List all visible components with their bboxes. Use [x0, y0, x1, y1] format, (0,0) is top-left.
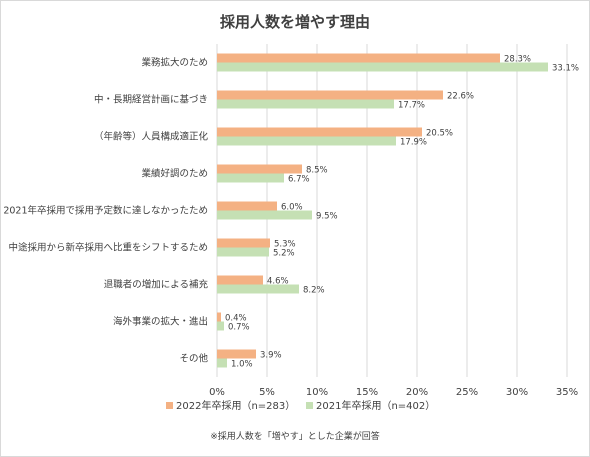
data-label: 28.3% [504, 55, 531, 65]
bar [217, 210, 312, 220]
bar [217, 284, 299, 294]
data-label: 9.5% [316, 212, 338, 222]
legend-label: 2022年卒採用（n=283） [176, 399, 295, 412]
x-tick-label: 25% [456, 387, 478, 398]
legend-swatch [306, 402, 313, 409]
bar [217, 275, 263, 285]
chart-title: 採用人数を増やす理由 [219, 13, 370, 31]
bar [217, 62, 548, 72]
data-label: 0.7% [228, 323, 250, 333]
category-label: （年齢等）人員構成適正化 [94, 131, 209, 143]
x-tick-label: 15% [356, 387, 378, 398]
bar [217, 349, 256, 359]
bar [217, 201, 277, 211]
data-label: 8.5% [306, 166, 328, 176]
data-label: 1.0% [231, 360, 253, 370]
category-label: 2021年卒採用で採用予定数に達しなかったため [3, 205, 208, 217]
data-label: 17.9% [400, 138, 427, 148]
bar [217, 90, 443, 100]
data-label: 22.6% [447, 92, 474, 102]
footnote: ※採用人数を「増やす」とした企業が回答 [210, 432, 380, 442]
data-labels: 28.3% 33.1% 22.6% 17.7% 20.5%17.9% 8.5%6.7% 6.… [225, 55, 579, 370]
data-label: 6.7% [288, 175, 310, 185]
bar [217, 312, 221, 322]
data-label: 6.0% [281, 203, 303, 213]
x-tick-label: 35% [556, 387, 578, 398]
x-tick-label: 30% [506, 387, 528, 398]
category-label: 業務拡大のため [141, 57, 208, 69]
category-label: 中・長期経営計画に基づき [94, 94, 208, 106]
category-label: 中途採用から新卒採用へ比重をシフトするため [8, 242, 208, 254]
x-tick-label: 0% [209, 387, 225, 398]
bars [217, 53, 548, 368]
bar [217, 99, 394, 109]
x-axis-ticks: 0% 5% 10% 15% 20% 25% 30% 35% [209, 387, 578, 398]
bar [217, 238, 270, 248]
legend: 2022年卒採用（n=283） 2021年卒採用（n=402） [166, 399, 435, 412]
x-tick-label: 5% [259, 387, 275, 398]
data-label: 33.1% [552, 64, 579, 74]
bar [217, 247, 269, 257]
data-label: 17.7% [398, 101, 425, 111]
data-label: 5.3% [274, 240, 296, 250]
category-label: 退職者の増加による補充 [104, 279, 209, 291]
bar [217, 321, 224, 331]
x-tick-label: 10% [306, 387, 328, 398]
data-label: 20.5% [426, 129, 453, 139]
data-label: 5.2% [273, 249, 295, 259]
category-label: その他 [179, 353, 208, 365]
category-label: 海外事業の拡大・進出 [113, 316, 208, 328]
bar [217, 173, 284, 183]
bar [217, 127, 422, 137]
legend-label: 2021年卒採用（n=402） [316, 399, 435, 412]
data-label: 8.2% [303, 286, 325, 296]
x-tick-label: 20% [406, 387, 428, 398]
bar [217, 358, 227, 368]
data-label: 4.6% [267, 277, 289, 287]
category-label: 業績好調のため [141, 168, 208, 180]
legend-swatch [166, 402, 173, 409]
data-label: 3.9% [260, 351, 282, 361]
bar [217, 164, 302, 174]
data-label: 0.4% [225, 314, 247, 324]
bar [217, 136, 396, 146]
bar [217, 53, 500, 63]
